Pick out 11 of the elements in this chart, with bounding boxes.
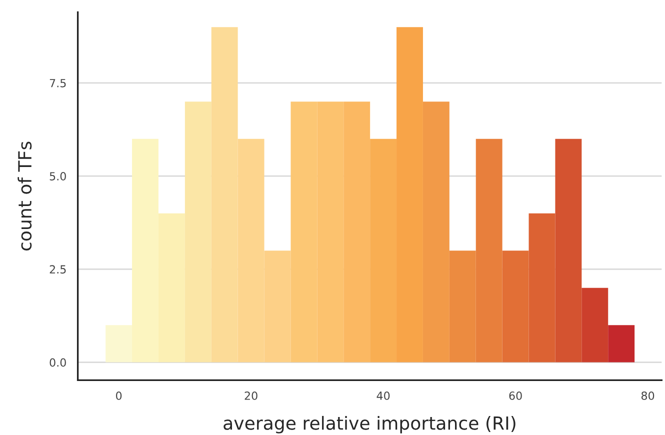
x-tick-label: 80 <box>641 391 654 400</box>
y-tick-label: 7.5 <box>50 79 66 88</box>
y-tick-label: 0.0 <box>50 358 66 367</box>
y-tick-label: 2.5 <box>50 265 66 274</box>
y-tick-label: 5.0 <box>50 172 66 180</box>
x-tick-label: 20 <box>244 391 258 400</box>
y-axis-title: count of TFs <box>18 142 32 251</box>
x-tick-label: 0 <box>116 391 122 400</box>
x-tick-label: 40 <box>376 391 390 400</box>
x-tick-label: 60 <box>509 391 522 400</box>
x-axis-title: average relative importance (RI) <box>224 416 516 434</box>
